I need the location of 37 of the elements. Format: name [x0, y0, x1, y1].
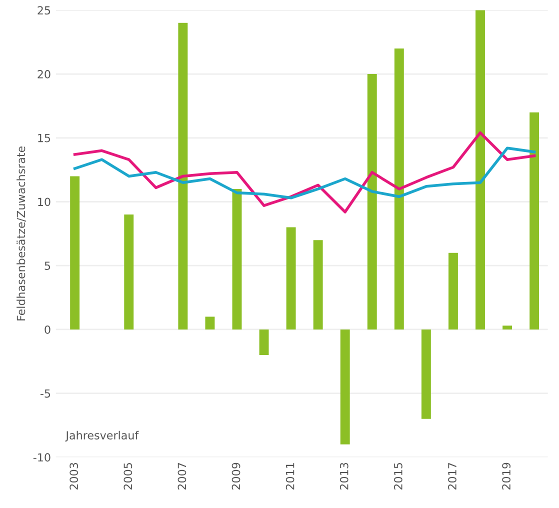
x-tick-label: 2019	[502, 462, 510, 490]
x-tick-label: 2007	[178, 463, 186, 490]
y-tick-label: 0	[44, 325, 50, 334]
y-tick-label: 20	[38, 70, 50, 78]
bar	[286, 227, 296, 330]
bar	[530, 112, 540, 330]
x-tick-label: 2017	[448, 463, 456, 490]
x-tick-label: 2013	[340, 462, 348, 490]
bar	[367, 74, 377, 330]
bar	[70, 176, 80, 330]
line-series	[73, 146, 536, 200]
bar	[421, 329, 431, 419]
y-tick-label: 15	[38, 134, 50, 142]
bar	[340, 329, 350, 444]
y-axis-title: Feldhasenbesätze/Zuwachsrate	[16, 146, 26, 320]
x-tick-label: 2003	[70, 462, 78, 490]
y-tick-label: -5	[40, 389, 50, 398]
bar	[205, 316, 215, 330]
bar	[232, 188, 242, 330]
x-tick-label: 2015	[394, 463, 402, 490]
bar	[178, 22, 188, 330]
bar	[259, 329, 269, 356]
y-tick-label: 25	[38, 6, 50, 15]
annotation: Jahresverlauf	[65, 430, 139, 442]
bar	[124, 214, 134, 330]
bar	[313, 240, 323, 330]
y-tick-label: 10	[38, 198, 50, 206]
bar	[394, 48, 404, 330]
line-series	[73, 131, 536, 214]
bar	[476, 10, 485, 330]
x-tick-label: 2005	[124, 463, 132, 490]
y-tick-label: -10	[33, 453, 50, 462]
bar	[448, 252, 458, 330]
y-tick-label: 5	[44, 262, 50, 270]
x-tick-label: 2009	[232, 462, 240, 490]
bar	[502, 326, 512, 330]
x-tick-label: 2011	[286, 463, 294, 490]
